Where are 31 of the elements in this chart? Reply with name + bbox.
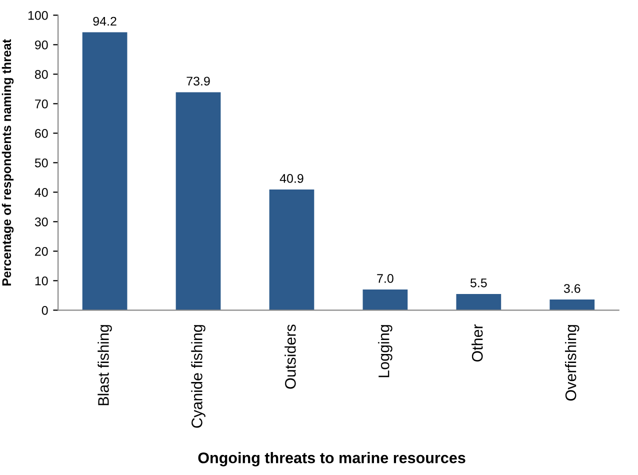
y-axis-title: Percentage of respondents naming threat (2, 39, 14, 286)
y-tick-label: 90 (35, 40, 48, 50)
y-tick-label: 0 (42, 306, 48, 315)
x-axis-title: Ongoing threats to marine resources (198, 452, 466, 466)
y-tick-label: 50 (34, 158, 48, 168)
bar (362, 290, 408, 310)
x-tick-label: Overfishing (565, 325, 580, 401)
data-label: 73.9 (186, 76, 210, 86)
x-tick-label: Blast fishing (98, 325, 112, 406)
x-tick-label: Logging (378, 325, 392, 378)
bar (82, 32, 128, 310)
data-label: 7.0 (377, 274, 394, 283)
data-label: 40.9 (280, 174, 304, 183)
y-tick-label: 30 (34, 217, 48, 226)
y-tick-label: 40 (34, 188, 48, 197)
bar (550, 300, 595, 310)
y-tick-label: 100 (28, 11, 48, 20)
x-tick-label: Cyanide fishing (191, 325, 206, 428)
y-tick-label: 70 (35, 99, 48, 108)
bar (456, 294, 502, 310)
y-tick-label: 10 (35, 276, 48, 286)
bar (269, 190, 314, 310)
bar (176, 92, 221, 310)
y-tick-label: 80 (34, 70, 48, 79)
y-tick-label: 60 (35, 128, 48, 138)
data-label: 3.6 (564, 284, 580, 293)
data-label: 5.5 (470, 278, 487, 288)
x-tick-label: Other (472, 324, 483, 362)
data-label: 94.2 (93, 16, 116, 26)
y-tick-label: 20 (35, 246, 48, 256)
x-tick-label: Outsiders (284, 324, 296, 389)
